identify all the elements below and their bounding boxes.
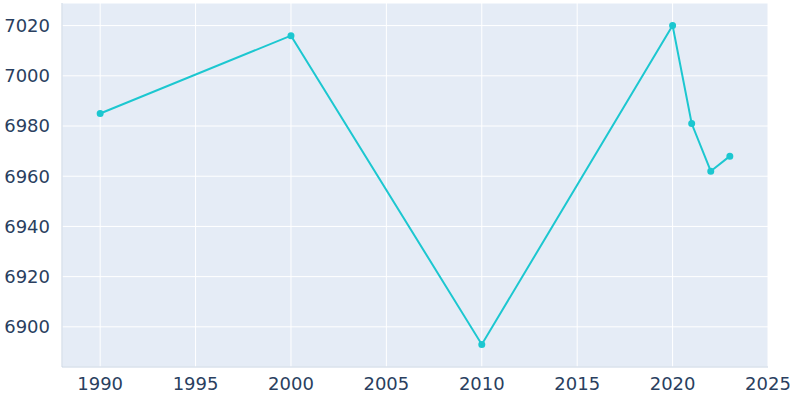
svg-text:6900: 6900 — [8, 316, 50, 337]
svg-text:2015: 2015 — [554, 373, 600, 394]
svg-text:2025: 2025 — [745, 373, 791, 394]
svg-text:6960: 6960 — [8, 166, 50, 187]
svg-text:1995: 1995 — [173, 373, 219, 394]
svg-text:6940: 6940 — [8, 216, 50, 237]
svg-text:2010: 2010 — [459, 373, 505, 394]
svg-text:2000: 2000 — [268, 373, 314, 394]
svg-text:7020: 7020 — [8, 15, 50, 36]
svg-text:6920: 6920 — [8, 266, 50, 287]
svg-text:1990: 1990 — [77, 373, 123, 394]
svg-text:7000: 7000 — [8, 65, 50, 86]
svg-text:6980: 6980 — [8, 115, 50, 136]
svg-text:2005: 2005 — [363, 373, 409, 394]
svg-text:2020: 2020 — [650, 373, 696, 394]
